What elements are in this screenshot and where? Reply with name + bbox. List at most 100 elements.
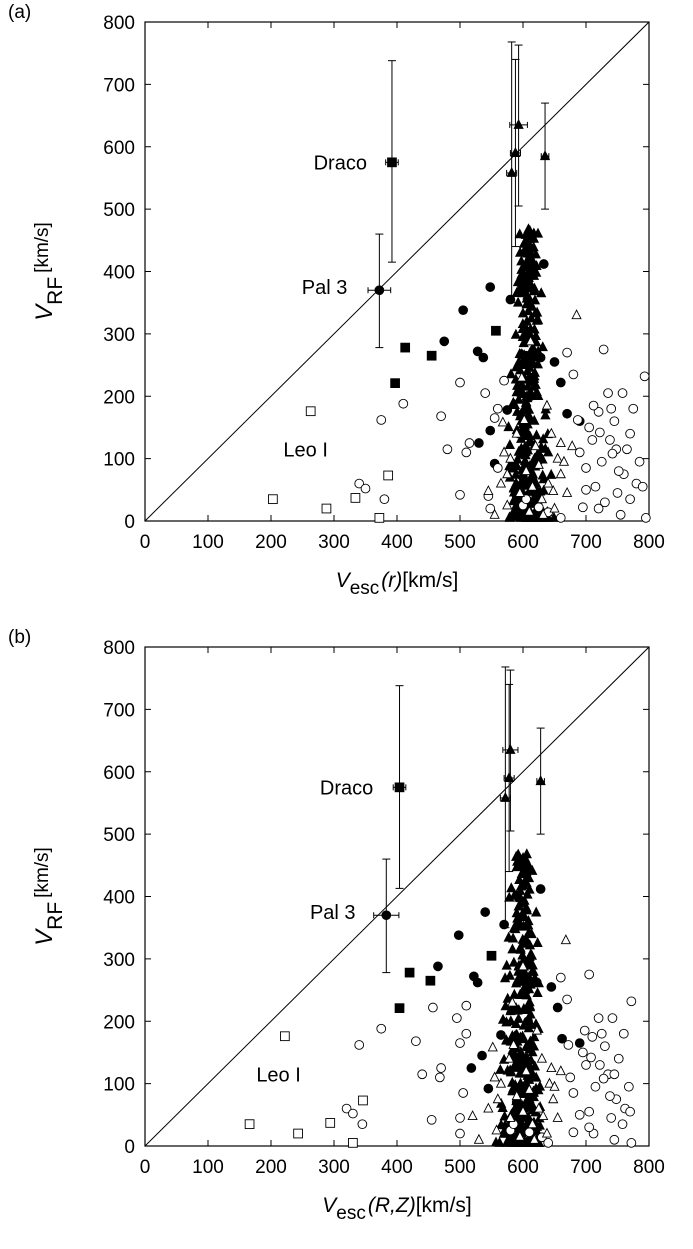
data-point-filled-circle <box>374 285 385 296</box>
y-tick-label: 400 <box>103 263 135 284</box>
data-point-open-triangle <box>467 1110 478 1121</box>
data-point-filled-triangle <box>526 261 538 272</box>
data-point-filled-triangle <box>518 388 529 399</box>
data-point-open-triangle <box>555 437 566 448</box>
data-point-filled-circle <box>474 438 484 448</box>
data-point-open-circle <box>584 422 595 433</box>
data-point-filled-triangle <box>510 328 522 339</box>
data-point-filled-square <box>387 157 397 168</box>
y-axis-label-sub: RF <box>44 902 67 930</box>
data-point-open-circle <box>461 1028 472 1039</box>
data-point-open-triangle <box>527 480 538 491</box>
data-point-filled-triangle <box>512 1004 523 1015</box>
data-point-filled-triangle <box>509 399 520 409</box>
data-point-open-circle <box>436 411 446 422</box>
data-point-filled-triangle <box>531 429 542 440</box>
data-point-filled-circle <box>453 930 464 941</box>
y-tick-label: 100 <box>103 1075 135 1096</box>
data-point-open-triangle <box>516 371 527 382</box>
data-point-filled-circle <box>525 391 536 402</box>
data-point-filled-triangle <box>531 266 542 277</box>
data-point-filled-triangle <box>539 150 551 161</box>
x-tick-label: 100 <box>192 1157 224 1178</box>
data-point-filled-triangle <box>508 956 520 967</box>
data-point-open-triangle <box>546 1062 557 1073</box>
data-point-open-circle <box>626 1138 637 1148</box>
data-point-open-square <box>293 1128 303 1139</box>
x-tick-label: 300 <box>318 532 350 553</box>
y-tick-label: 500 <box>103 200 135 221</box>
x-tick-label: 700 <box>570 1157 602 1178</box>
data-point-open-triangle <box>548 485 559 496</box>
data-point-filled-triangle <box>506 882 517 893</box>
data-point-filled-triangle <box>528 349 539 360</box>
data-point-filled-triangle <box>502 992 513 1003</box>
data-point-open-triangle <box>514 486 525 497</box>
data-point-open-circle <box>605 1091 615 1101</box>
data-point-open-circle <box>581 1060 591 1070</box>
x-axis-label-sub: esc <box>350 578 380 599</box>
data-point-filled-triangle <box>518 937 530 948</box>
y-tick-label: 600 <box>103 138 135 159</box>
data-point-open-circle <box>480 388 491 398</box>
data-point-filled-triangle <box>501 1016 512 1027</box>
data-point-open-circle <box>598 1073 609 1084</box>
x-tick-label: 0 <box>140 532 151 553</box>
data-point-open-triangle <box>497 416 508 427</box>
data-point-open-triangle <box>505 452 516 463</box>
data-point-filled-triangle <box>508 1082 519 1093</box>
data-point-filled-circle <box>466 1063 477 1073</box>
data-point-open-circle <box>543 1138 554 1148</box>
data-point-filled-square <box>404 967 415 978</box>
data-point-filled-triangle <box>504 511 515 522</box>
data-point-filled-triangle <box>522 444 533 454</box>
data-point-open-circle <box>428 1002 438 1013</box>
y-tick-label: 0 <box>124 512 135 533</box>
data-point-filled-circle <box>521 350 532 361</box>
data-point-filled-triangle <box>543 446 554 457</box>
data-point-open-square <box>350 493 361 503</box>
data-point-filled-circle <box>485 282 496 292</box>
data-point-filled-triangle <box>511 460 523 471</box>
scatter-chart-b: 0 100 200 300 400 500 600 700 800 0 100 200 300 400 50… <box>31 638 665 1224</box>
data-point-open-triangle <box>560 934 571 945</box>
data-point-filled-triangle <box>499 1110 510 1121</box>
data-point-open-triangle <box>555 468 566 479</box>
data-point-open-triangle <box>487 1041 498 1052</box>
data-point-open-circle <box>499 375 509 386</box>
data-point-filled-triangle <box>524 460 535 471</box>
x-tick-label: 100 <box>192 532 224 553</box>
data-point-filled-triangle <box>521 1051 532 1062</box>
data-point-filled-triangle <box>517 1135 528 1146</box>
data-point-open-circle <box>455 1038 465 1048</box>
data-point-filled-triangle <box>529 370 540 381</box>
data-point-filled-triangle <box>513 445 524 456</box>
data-point-open-triangle <box>549 1080 560 1091</box>
data-point-open-square <box>280 1031 290 1042</box>
data-point-open-circle <box>461 447 472 458</box>
data-point-open-circle <box>572 415 583 425</box>
data-point-open-circle <box>626 996 637 1007</box>
data-point-filled-circle <box>516 975 527 986</box>
data-point-open-circle <box>588 400 599 411</box>
data-point-open-triangle <box>533 1102 544 1113</box>
data-point-filled-circle <box>555 377 566 388</box>
data-point-open-circle <box>436 1063 446 1073</box>
data-point-filled-triangle <box>546 468 557 479</box>
data-point-filled-triangle <box>525 1035 536 1046</box>
data-point-open-circle <box>625 494 635 505</box>
data-point-open-circle <box>555 972 566 983</box>
data-point-open-triangle <box>511 427 522 438</box>
x-axis-label-unit: [km/s] <box>402 569 458 592</box>
data-point-open-circle <box>489 413 500 423</box>
data-point-filled-triangle <box>532 987 543 998</box>
data-point-filled-circle <box>485 425 496 436</box>
data-point-filled-triangle <box>520 864 532 875</box>
data-point-open-circle <box>613 1053 624 1064</box>
data-point-filled-triangle <box>504 439 516 450</box>
data-point-filled-triangle <box>538 473 549 484</box>
data-point-filled-circle <box>478 352 489 363</box>
y-tick-label: 200 <box>103 387 135 408</box>
y-axis-label-unit: [km/s] <box>32 222 53 273</box>
data-point-open-circle <box>411 1036 421 1047</box>
